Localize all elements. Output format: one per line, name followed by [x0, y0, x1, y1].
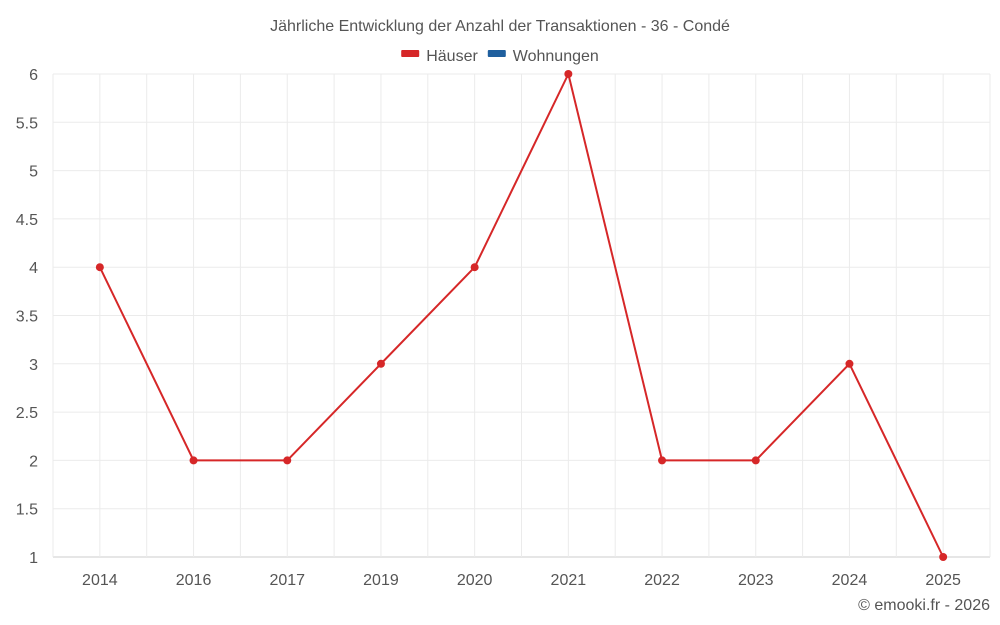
y-tick-label: 6: [29, 67, 38, 84]
y-tick-label: 1: [29, 550, 38, 567]
legend-label: Wohnungen: [513, 48, 599, 65]
y-tick-label: 5: [29, 164, 38, 181]
y-tick-label: 1.5: [16, 502, 38, 519]
series-line: [98, 73, 945, 558]
y-tick-label: 3: [29, 357, 38, 374]
legend: Häuser Wohnungen: [401, 48, 599, 65]
chart-title: Jährliche Entwicklung der Anzahl der Tra…: [270, 18, 730, 35]
y-axis: 1 1.5 2 2.5 3 3.5 4 4.5 5 5.5 6: [16, 67, 38, 567]
grid: [52, 73, 991, 558]
y-tick-label: 5.5: [16, 115, 38, 132]
legend-item[interactable]: Wohnungen: [487, 48, 599, 65]
x-tick-label: 2024: [832, 572, 868, 589]
x-tick-label: 2016: [176, 572, 212, 589]
x-tick-label: 2020: [457, 572, 493, 589]
x-tick-label: 2022: [644, 572, 680, 589]
data-point[interactable]: [658, 456, 667, 465]
x-tick-label: 2019: [363, 572, 399, 589]
y-tick-label: 3.5: [16, 309, 38, 326]
x-tick-label: 2023: [738, 572, 774, 589]
y-tick-label: 4.5: [16, 212, 38, 229]
chart-credit: © emooki.fr - 2026: [858, 597, 990, 614]
data-point[interactable]: [751, 456, 760, 465]
legend-item[interactable]: Häuser: [401, 48, 478, 65]
x-axis: 2014 2016 2017 2019 2020 2021 2022 2023 2024 2025: [82, 572, 961, 589]
y-tick-label: 2.5: [16, 405, 38, 422]
x-tick-label: 2014: [82, 572, 118, 589]
data-point[interactable]: [95, 263, 104, 272]
plot-area: [95, 70, 948, 561]
data-point[interactable]: [845, 359, 854, 368]
data-point[interactable]: [564, 70, 573, 78]
legend-swatch: [487, 50, 506, 57]
x-tick-label: 2025: [925, 572, 961, 589]
legend-label: Häuser: [426, 48, 478, 65]
y-tick-label: 2: [29, 453, 38, 470]
data-point[interactable]: [376, 359, 385, 368]
data-point[interactable]: [470, 263, 479, 272]
data-point[interactable]: [283, 456, 292, 465]
legend-swatch: [401, 50, 420, 57]
data-point[interactable]: [189, 456, 198, 465]
x-tick-label: 2021: [551, 572, 587, 589]
x-tick-label: 2017: [269, 572, 305, 589]
data-point[interactable]: [939, 553, 948, 561]
y-tick-label: 4: [29, 260, 38, 277]
